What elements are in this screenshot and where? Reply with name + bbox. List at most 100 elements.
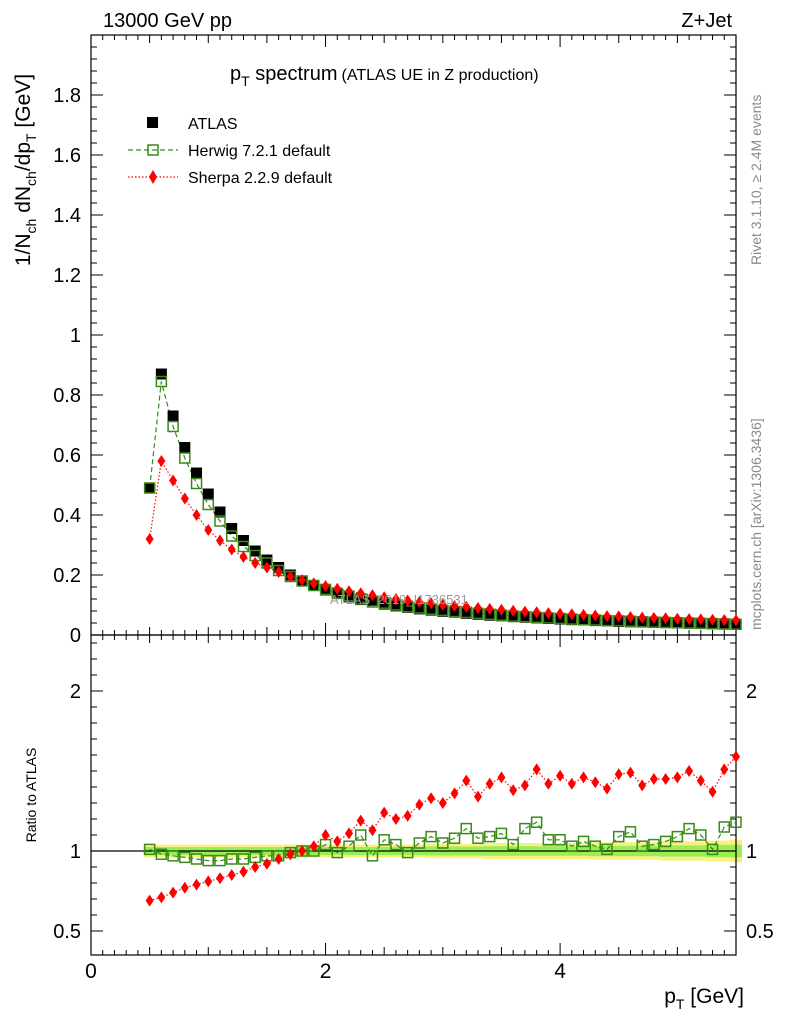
- atlas-point: [390, 600, 402, 612]
- atlas-point: [366, 596, 378, 608]
- sherpa-point: [368, 589, 377, 602]
- sherpa-ratio-point: [227, 869, 236, 881]
- herwig-ratio-point: [519, 822, 531, 835]
- atlas-point: [413, 603, 425, 615]
- sherpa-point: [509, 604, 518, 617]
- sherpa-point: [626, 611, 635, 623]
- sherpa-ratio-point: [532, 763, 541, 776]
- atlas-point: [155, 368, 167, 380]
- x-tick-label: 0: [85, 960, 97, 983]
- ratio-y-tick-label-right: 2: [746, 681, 757, 703]
- sherpa-ratio-point: [415, 798, 424, 811]
- sherpa-point: [673, 612, 682, 625]
- herwig-ratio-point: [495, 827, 508, 840]
- sherpa-point: [591, 609, 600, 622]
- sherpa-point: [497, 603, 506, 616]
- herwig-ratio-point: [706, 843, 719, 856]
- herwig-ratio-point: [413, 837, 426, 849]
- legend-atlas-label: ATLAS: [188, 116, 238, 133]
- sherpa-ratio-point: [661, 773, 670, 785]
- herwig-ratio-point: [507, 838, 519, 851]
- sherpa-ratio-point: [262, 857, 271, 870]
- atlas-point: [214, 506, 226, 518]
- main-y-tick-label: 0.2: [53, 565, 81, 587]
- atlas-point: [460, 607, 472, 619]
- atlas-point: [425, 604, 437, 616]
- x-axis-label: pT [GeV]: [664, 985, 744, 1012]
- main-y-tick-label: 1.4: [53, 205, 81, 227]
- herwig-point: [214, 515, 226, 527]
- sherpa-ratio-point: [720, 763, 729, 776]
- atlas-point: [355, 594, 367, 606]
- sherpa-ratio-point: [192, 878, 201, 891]
- herwig-ratio-point: [143, 843, 156, 856]
- herwig-ratio-point: [354, 829, 367, 841]
- sherpa-ratio-point: [438, 797, 447, 809]
- herwig-ratio-point: [624, 826, 637, 838]
- sherpa-point: [544, 607, 553, 620]
- sherpa-point: [274, 566, 283, 578]
- sherpa-point: [251, 557, 260, 569]
- series-markers: [143, 368, 742, 907]
- sherpa-point: [380, 591, 389, 604]
- sherpa-point: [696, 613, 705, 626]
- analysis-watermark: ATLAS_2019_I1736531: [330, 592, 468, 607]
- main-y-tick-label: 1.8: [53, 85, 81, 107]
- sherpa-ratio-point: [309, 840, 318, 853]
- x-tick-label: 2: [320, 960, 332, 983]
- plot-title: pT spectrum (ATLAS UE in Z production): [230, 63, 539, 89]
- rivet-version-label: Rivet 3.1.10, ≥ 2.4M events: [748, 95, 764, 265]
- sherpa-point: [579, 608, 588, 621]
- herwig-point: [155, 375, 168, 388]
- main-y-axis-label: 1/Nch dNch/dpT [GeV]: [12, 74, 39, 266]
- sherpa-point: [685, 613, 694, 626]
- herwig-ratio-point: [542, 834, 555, 846]
- sherpa-ratio-point: [462, 774, 471, 787]
- axis-ticks: [90, 35, 737, 955]
- sherpa-ratio-point: [485, 777, 494, 790]
- legend-herwig-marker: [147, 144, 159, 156]
- header-beam-label: 13000 GeV pp: [103, 10, 232, 32]
- sherpa-point: [603, 610, 611, 623]
- atlas-point: [179, 442, 191, 453]
- herwig-ratio-point: [225, 853, 238, 865]
- herwig-ratio-point: [472, 832, 484, 844]
- sherpa-point: [438, 598, 447, 611]
- sherpa-ratio-point: [556, 769, 565, 782]
- atlas-point: [472, 608, 484, 620]
- legend-sherpa-marker: [149, 170, 157, 184]
- sherpa-ratio-point: [157, 891, 166, 904]
- sherpa-point: [286, 570, 295, 583]
- main-y-tick-label: 0.8: [53, 385, 81, 407]
- atlas-point: [402, 601, 414, 613]
- sherpa-ratio-point: [368, 824, 377, 837]
- sherpa-ratio-point: [450, 787, 459, 800]
- herwig-ratio-point: [343, 840, 355, 852]
- atlas-point: [437, 605, 449, 617]
- sherpa-point: [485, 602, 494, 615]
- sherpa-ratio-point: [603, 782, 611, 795]
- sherpa-ratio-point: [732, 750, 740, 763]
- sherpa-ratio-point: [520, 779, 529, 792]
- herwig-ratio-point: [554, 834, 566, 846]
- herwig-ratio-point: [566, 840, 578, 852]
- herwig-ratio-point: [390, 838, 402, 851]
- herwig-ratio-point: [237, 853, 250, 865]
- sherpa-ratio-point: [380, 806, 389, 819]
- sherpa-ratio-point: [497, 771, 506, 784]
- sherpa-point: [450, 599, 459, 612]
- atlas-point: [144, 482, 156, 494]
- sherpa-ratio-point: [356, 814, 365, 827]
- sherpa-ratio-point: [509, 784, 518, 797]
- sherpa-point: [732, 614, 740, 627]
- sherpa-point: [157, 455, 166, 467]
- herwig-ratio-point: [718, 821, 731, 833]
- herwig-ratio-point: [190, 853, 203, 865]
- herwig-ratio-point: [695, 829, 707, 841]
- herwig-ratio-point: [671, 830, 684, 843]
- herwig-ratio-point: [437, 837, 449, 849]
- sherpa-point: [532, 606, 541, 619]
- atlas-point: [191, 467, 203, 479]
- sherpa-point: [474, 602, 482, 614]
- herwig-ratio-point: [378, 834, 390, 846]
